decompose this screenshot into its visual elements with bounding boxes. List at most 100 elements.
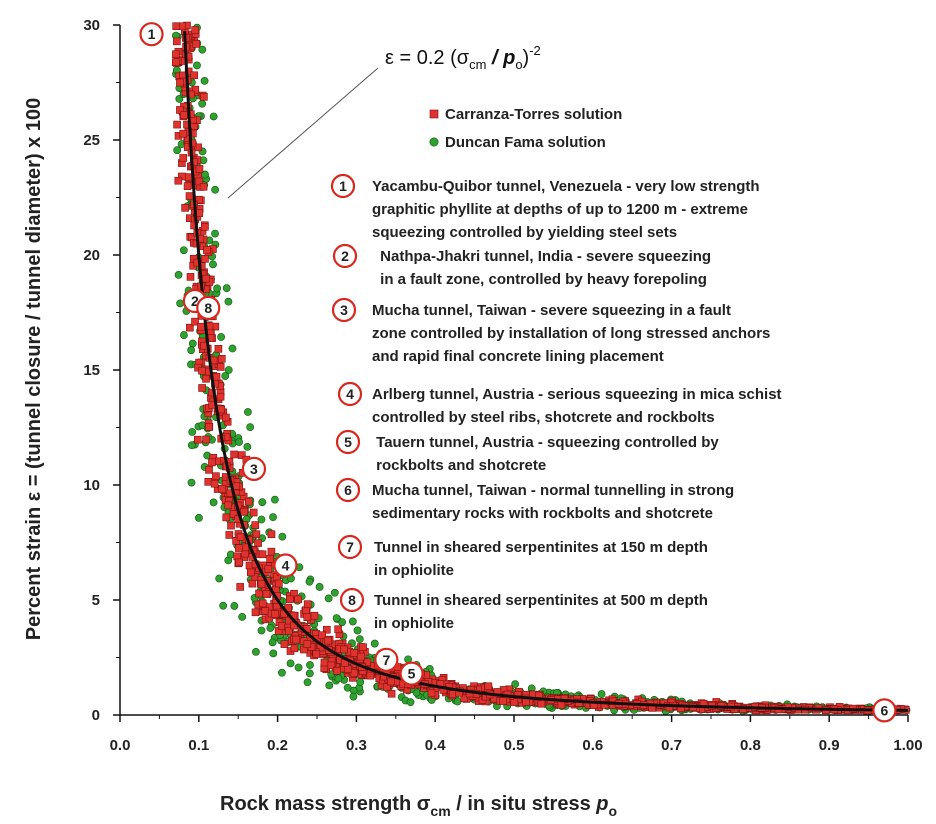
- carranza-torres-point: [484, 682, 493, 691]
- duncan-fama-point: [257, 626, 266, 635]
- carranza-torres-point: [294, 595, 302, 604]
- carranza-torres-point: [387, 677, 395, 686]
- annotation-2: 2 Nathpa-Jhakri tunnel, India - severe s…: [332, 243, 711, 288]
- case-marker-8: 8: [196, 295, 221, 320]
- duncan-fama-point: [198, 99, 207, 108]
- y-tick-label: 15: [83, 362, 100, 379]
- carranza-torres-point: [174, 176, 183, 185]
- duncan-fama-point: [187, 346, 196, 355]
- carranza-torres-point: [198, 366, 206, 375]
- x-tick-label: 0.1: [188, 737, 209, 754]
- carranza-torres-point: [179, 154, 188, 162]
- carranza-torres-point: [230, 450, 238, 459]
- x-tick-label: 0.0: [110, 737, 131, 754]
- carranza-torres-point: [227, 521, 235, 530]
- carranza-torres-point: [204, 478, 213, 486]
- carranza-torres-point: [201, 254, 209, 263]
- y-tick-label: 5: [92, 592, 100, 609]
- carranza-torres-point: [173, 120, 181, 129]
- carranza-torres-point: [203, 246, 211, 254]
- carranza-torres-point: [427, 689, 436, 698]
- duncan-fama-point: [179, 246, 188, 255]
- carranza-torres-point: [267, 530, 276, 539]
- annotation-line: Arlberg tunnel, Austria - serious squeez…: [372, 386, 782, 403]
- carranza-torres-point: [244, 497, 253, 506]
- case-marker-5: 5: [399, 661, 424, 686]
- annotation-number: 8: [348, 592, 356, 608]
- carranza-torres-point: [266, 555, 274, 563]
- carranza-torres-point: [202, 274, 210, 283]
- duncan-fama-point: [224, 297, 233, 306]
- x-axis-title: Rock mass strength σcm / in situ stress …: [220, 793, 617, 819]
- annotation-number-ring: [332, 243, 358, 269]
- annotation-line: graphitic phyllite at depths of up to 12…: [372, 201, 748, 218]
- carranza-torres-point: [286, 595, 294, 604]
- duncan-fama-point: [226, 550, 235, 559]
- duncan-fama-point: [356, 678, 365, 686]
- annotation-line: Nathpa-Jhakri tunnel, India - severe squ…: [376, 248, 711, 265]
- duncan-fama-point: [228, 344, 237, 353]
- carranza-torres-point: [251, 521, 260, 529]
- duncan-fama-point: [338, 618, 347, 627]
- carranza-torres-point: [236, 533, 245, 541]
- duncan-fama-point: [188, 428, 197, 436]
- annotation-line: Tauern tunnel, Austria - squeezing contr…: [372, 434, 719, 451]
- duncan-fama-point: [211, 229, 219, 238]
- carranza-torres-point: [350, 649, 359, 657]
- annotation-7: 7 Tunnel in sheared serpentinites at 150 …: [337, 534, 708, 579]
- annotation-number: 3: [340, 302, 348, 318]
- carranza-torres-point: [217, 405, 226, 414]
- duncan-fama-point: [271, 495, 279, 504]
- carranza-torres-point: [303, 613, 312, 622]
- axes: 0.0 0.1 0.2 0.3 0.4 0.5 0.6 0.7 0.8 0.9 1.00051015…: [83, 17, 922, 754]
- carranza-torres-point: [210, 479, 219, 488]
- case-annotations: 1 Yacambu-Quibor tunnel, Venezuela - very…: [330, 173, 782, 632]
- annotation-line: Tunnel in sheared serpentinites at 150 m…: [374, 539, 708, 556]
- x-tick-label: 0.7: [661, 737, 682, 754]
- duncan-fama-point: [209, 498, 218, 507]
- carranza-torres-point: [357, 652, 365, 661]
- carranza-torres-point: [235, 558, 243, 567]
- duncan-fama-point: [257, 515, 266, 524]
- carranza-torres-point: [254, 539, 262, 547]
- duncan-fama-point: [355, 635, 364, 644]
- carranza-torres-point: [247, 568, 255, 577]
- duncan-fama-point: [221, 372, 230, 380]
- case-marker-1: 1: [139, 22, 164, 47]
- carranza-torres-point: [303, 640, 312, 649]
- annotation-number-ring: [331, 297, 357, 323]
- carranza-torres-point: [172, 22, 181, 31]
- carranza-torres-point: [179, 129, 188, 138]
- duncan-fama-point: [200, 76, 209, 85]
- carranza-torres-point: [261, 607, 270, 615]
- duncan-fama-point: [334, 674, 343, 683]
- x-tick-label: 0.9: [819, 737, 840, 754]
- annotation-line: zone controlled by installation of long …: [372, 325, 770, 342]
- fit-curve-layer: [183, 30, 908, 712]
- duncan-fama-point: [303, 678, 312, 687]
- carranza-torres-point: [499, 697, 507, 705]
- duncan-fama-point: [219, 601, 228, 610]
- duncan-fama-point: [213, 284, 222, 293]
- annotation-number-ring: [335, 429, 361, 455]
- carranza-torres-point: [320, 658, 329, 667]
- carranza-torres-point: [275, 579, 283, 588]
- duncan-fama-point: [188, 339, 197, 348]
- carranza-torres-point: [460, 694, 468, 703]
- carranza-torres-point: [171, 58, 180, 66]
- carranza-torres-point: [323, 625, 331, 634]
- carranza-torres-point: [267, 547, 276, 556]
- duncan-fama-point: [252, 648, 260, 656]
- carranza-torres-point: [224, 501, 233, 510]
- duncan-fama-point: [306, 661, 314, 669]
- duncan-fama-point: [348, 617, 357, 626]
- duncan-fama-point: [235, 438, 243, 446]
- carranza-torres-point: [560, 694, 569, 703]
- duncan-fama-point: [209, 112, 218, 121]
- carranza-torres-point: [201, 223, 209, 231]
- y-tick-label: 30: [83, 17, 100, 34]
- carranza-torres-point: [235, 544, 243, 552]
- carranza-torres-point: [340, 645, 348, 654]
